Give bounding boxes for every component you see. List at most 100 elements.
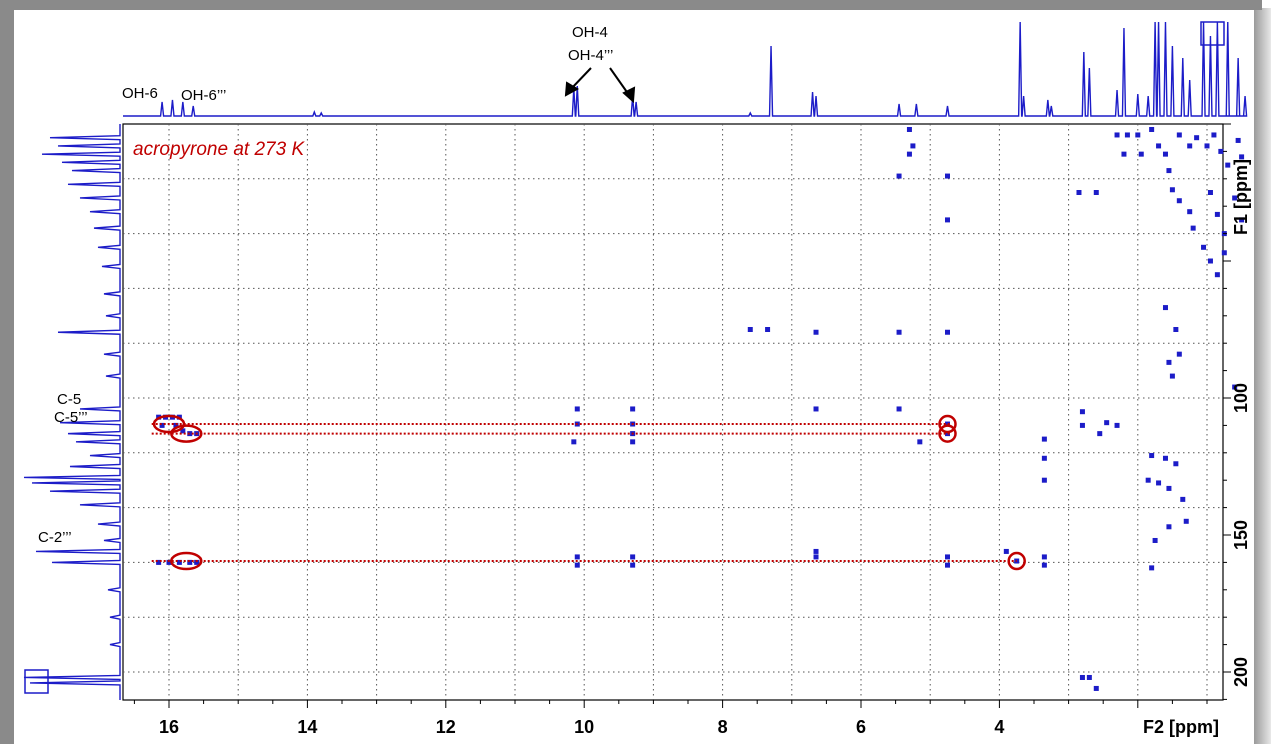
x-tick-label: 10 xyxy=(574,717,594,737)
top-projection-zoom-box xyxy=(1200,21,1225,46)
cross-peak xyxy=(896,329,902,335)
label-c2b: C-2’’’ xyxy=(38,529,72,546)
cross-peak xyxy=(1214,211,1220,217)
x-tick-label: 12 xyxy=(436,717,456,737)
cross-peak xyxy=(574,554,580,560)
cross-peak xyxy=(813,554,819,560)
cross-peak xyxy=(813,406,819,412)
label-oh4b: OH-4’’’ xyxy=(568,47,613,64)
cross-peak xyxy=(1194,135,1200,141)
cross-peak xyxy=(574,562,580,568)
cross-peak xyxy=(1166,359,1172,365)
cross-peak xyxy=(159,422,165,428)
cross-peak xyxy=(1166,524,1172,530)
cross-peak xyxy=(187,559,193,565)
x-tick-label: 16 xyxy=(159,717,179,737)
cross-peak xyxy=(194,559,200,565)
cross-peak xyxy=(1086,674,1092,680)
y-tick-label: 200 xyxy=(1231,657,1251,687)
cross-peak xyxy=(630,562,636,568)
cross-peak xyxy=(945,431,950,437)
cross-peak xyxy=(1079,409,1085,415)
cross-peak xyxy=(1162,151,1168,157)
cross-peak xyxy=(1162,305,1168,311)
cross-peak xyxy=(1162,455,1168,461)
highlight-circle xyxy=(170,551,203,571)
label-oh6b: OH-6’’’ xyxy=(181,87,226,104)
highlight-circles xyxy=(152,414,1026,571)
x-tick-label: 8 xyxy=(718,717,728,737)
x-axis-label: F2 [ppm] xyxy=(1143,717,1219,737)
cross-peak xyxy=(1114,132,1120,138)
cross-peak xyxy=(1214,272,1220,278)
left-projection-zoom-box xyxy=(24,669,49,694)
cross-peak xyxy=(1169,373,1175,379)
cross-peak xyxy=(1041,477,1047,483)
highlight-circle xyxy=(1007,551,1026,571)
label-oh6: OH-6 xyxy=(122,85,158,102)
cross-peak xyxy=(630,406,636,412)
cross-peak xyxy=(1114,422,1120,428)
cross-peak xyxy=(1207,190,1213,195)
cross-peak xyxy=(1124,132,1130,138)
cross-peak xyxy=(1145,477,1151,483)
grid-lines xyxy=(123,124,1223,700)
cross-peak xyxy=(1121,151,1127,157)
cross-peak xyxy=(1166,485,1172,491)
cross-peak xyxy=(910,143,916,149)
label-c5b: C-5’’’ xyxy=(54,409,88,426)
cross-peak xyxy=(813,548,819,554)
cross-peak xyxy=(1079,674,1085,680)
cross-peak xyxy=(1201,244,1207,250)
cross-peaks xyxy=(156,126,1245,691)
cross-peak xyxy=(1149,565,1155,571)
cross-peak xyxy=(896,406,902,412)
y-axis-label: F1 [ppm] xyxy=(1231,159,1251,235)
cross-peak xyxy=(187,431,193,437)
cross-peak xyxy=(765,327,771,332)
cross-peak xyxy=(1041,436,1047,442)
cross-peak xyxy=(917,439,923,445)
cross-peak xyxy=(1176,132,1182,138)
cross-peak xyxy=(1104,420,1110,426)
cross-peak xyxy=(1169,187,1175,193)
x-tick-label: 14 xyxy=(297,717,317,737)
cross-peak xyxy=(1176,198,1182,204)
cross-peak xyxy=(1003,548,1009,554)
cross-peak xyxy=(945,421,950,427)
cross-peak xyxy=(1152,537,1158,543)
cross-peak xyxy=(1041,455,1047,461)
cross-peak xyxy=(1190,225,1196,231)
cross-peak xyxy=(747,327,753,332)
highlight-circle xyxy=(170,424,203,443)
cross-peak xyxy=(571,439,577,445)
cross-peak xyxy=(1173,327,1179,332)
cross-peak xyxy=(1218,148,1224,154)
cross-peak xyxy=(945,554,950,560)
cross-peak xyxy=(1149,453,1155,459)
cross-peak xyxy=(1138,151,1144,157)
top-projection-spectrum xyxy=(123,21,1248,117)
cross-peak xyxy=(1166,168,1172,174)
cross-peak xyxy=(630,439,636,445)
plot-area xyxy=(122,123,1224,701)
cross-peak xyxy=(1180,496,1186,502)
cross-peak xyxy=(1079,422,1085,428)
cross-peak xyxy=(1149,126,1155,132)
cross-peak xyxy=(1093,685,1099,691)
x-tick-label: 6 xyxy=(856,717,866,737)
y-tick-label: 150 xyxy=(1231,520,1251,550)
cross-peak xyxy=(176,559,182,565)
cross-peak xyxy=(1211,132,1217,138)
cross-peak xyxy=(1135,132,1141,138)
cross-peak xyxy=(173,422,179,428)
highlight-circle xyxy=(938,424,957,443)
x-tick-label: 4 xyxy=(994,717,1004,737)
cross-peak xyxy=(945,562,950,568)
cross-peak xyxy=(813,329,819,335)
chart-title: acropyrone at 273 K xyxy=(133,139,305,160)
cross-peak xyxy=(180,428,186,434)
highlight-circle xyxy=(938,414,957,434)
cross-peak xyxy=(1221,250,1227,256)
